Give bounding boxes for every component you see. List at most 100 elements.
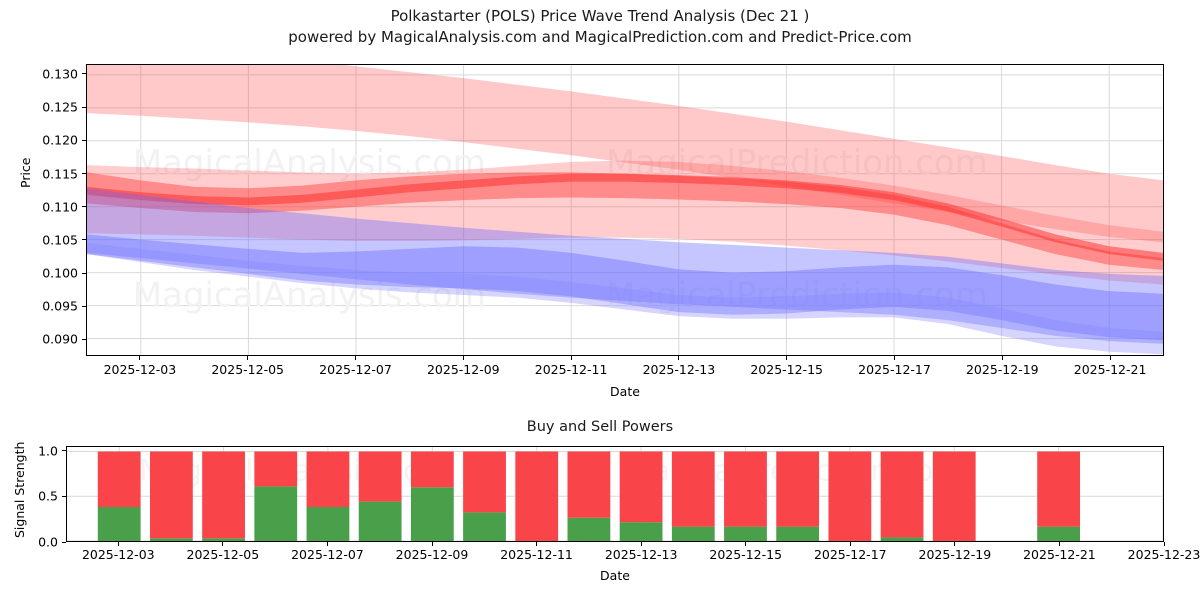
bar-group[interactable] [567,451,611,541]
bar-group[interactable] [410,451,454,541]
price-ytick-mark [82,239,86,241]
price-xtick-label: 2025-12-17 [858,362,931,377]
price-xtick-label: 2025-12-21 [1073,362,1147,377]
price-xtick-label: 2025-12-15 [750,362,824,377]
bar-group[interactable] [880,451,924,541]
bar-buy-power[interactable] [358,501,402,541]
bar-sell-power[interactable] [1037,451,1081,527]
price-xtick-mark [1109,356,1111,360]
price-xtick-label: 2025-12-05 [211,362,285,377]
signal-xtick-label: 2025-12-03 [81,547,155,562]
bar-sell-power[interactable] [358,451,402,502]
bar-sell-power[interactable] [671,451,715,527]
bar-buy-power[interactable] [567,517,611,541]
bar-sell-power[interactable] [149,451,193,539]
bar-sell-power[interactable] [880,451,924,538]
bar-group[interactable] [932,451,976,541]
bar-sell-power[interactable] [254,451,298,487]
signal-y-axis-title: Signal Strength [12,441,27,538]
bar-group[interactable] [724,451,767,541]
signal-xtick-mark [117,542,119,546]
bar-group[interactable] [776,451,820,541]
bar-group[interactable] [515,451,559,541]
signal-xtick-mark [1163,542,1165,546]
signal-ytick-mark [62,541,66,543]
chart-title-block: Polkastarter (POLS) Price Wave Trend Ana… [0,6,1200,48]
price-chart-panel: MagicalAnalysis.com MagicalPrediction.com… [86,64,1164,356]
bar-group[interactable] [828,451,872,541]
bar-buy-power[interactable] [306,506,350,541]
signal-xtick-label: 2025-12-11 [500,547,573,562]
signal-xtick-label: 2025-12-05 [186,547,260,562]
signal-ytick-mark [62,450,66,452]
price-chart-svg: MagicalAnalysis.com MagicalPrediction.com… [87,65,1163,355]
signal-x-axis-title: Date [600,568,630,583]
signal-xtick-mark [849,542,851,546]
signal-xtick-mark [431,542,433,546]
price-xtick-mark [894,356,895,360]
bar-group[interactable] [149,451,193,541]
bar-group[interactable] [306,451,350,541]
bar-sell-power[interactable] [515,451,559,541]
bar-sell-power[interactable] [410,451,454,488]
signal-xtick-label: 2025-12-09 [395,547,469,562]
signal-ytick-mark [62,495,66,497]
bar-sell-power[interactable] [97,451,141,507]
price-ytick-mark [82,173,86,174]
bar-sell-power[interactable] [776,451,820,527]
bar-sell-power[interactable] [828,451,872,541]
bar-buy-power[interactable] [410,487,454,541]
bar-group[interactable] [463,451,506,541]
price-ytick-label: 0.115 [42,166,78,181]
price-xtick-mark [570,356,572,360]
bar-chart-title: Buy and Sell Powers [526,419,674,435]
bar-sell-power[interactable] [202,451,245,539]
bar-group[interactable] [619,451,663,541]
bar-buy-power[interactable] [724,526,767,541]
signal-xtick-label: 2025-12-13 [604,547,678,562]
bar-sell-power[interactable] [932,451,976,541]
signal-xtick-mark [640,542,642,546]
bar-group[interactable] [202,451,245,541]
price-xtick-mark [355,356,356,360]
price-ytick-mark [82,73,86,75]
page-subtitle: powered by MagicalAnalysis.com and Magic… [288,28,912,46]
bar-buy-power[interactable] [202,538,245,541]
bar-buy-power[interactable] [880,537,924,541]
signal-xtick-mark [222,542,224,546]
price-ytick-label: 0.110 [42,199,78,215]
bar-group[interactable] [358,451,402,541]
price-xtick-label: 2025-12-09 [426,362,500,377]
bar-group[interactable] [97,451,141,541]
signal-xtick-label: 2025-12-17 [813,547,887,562]
bar-buy-power[interactable] [254,486,298,541]
bar-buy-power[interactable] [619,522,663,541]
signal-ytick-label: 0.5 [38,488,58,504]
bar-buy-power[interactable] [97,506,141,541]
bar-sell-power[interactable] [306,451,350,507]
price-ytick-label: 0.105 [42,232,78,248]
bar-group[interactable] [671,451,715,541]
price-xtick-mark [1001,356,1003,360]
bar-buy-power[interactable] [1037,526,1081,541]
bar-group[interactable] [254,451,298,541]
price-xtick-label: 2025-12-19 [965,362,1039,377]
bar-sell-power[interactable] [567,451,611,518]
bar-buy-power[interactable] [463,512,506,541]
price-xtick-label: 2025-12-07 [319,362,392,377]
bar-group[interactable] [1037,451,1081,541]
bar-sell-power[interactable] [724,451,767,527]
bar-sell-power[interactable] [619,451,663,523]
price-xtick-mark [678,356,680,360]
bar-buy-power[interactable] [776,526,820,541]
page-title: Polkastarter (POLS) Price Wave Trend Ana… [390,7,810,25]
bar-sell-power[interactable] [463,451,506,513]
signal-xtick-label: 2025-12-07 [291,547,364,562]
price-ytick-label: 0.125 [42,99,78,115]
bar-buy-power[interactable] [149,538,193,541]
bar-buy-power[interactable] [671,526,715,541]
signal-xtick-label: 2025-12-15 [709,547,783,562]
